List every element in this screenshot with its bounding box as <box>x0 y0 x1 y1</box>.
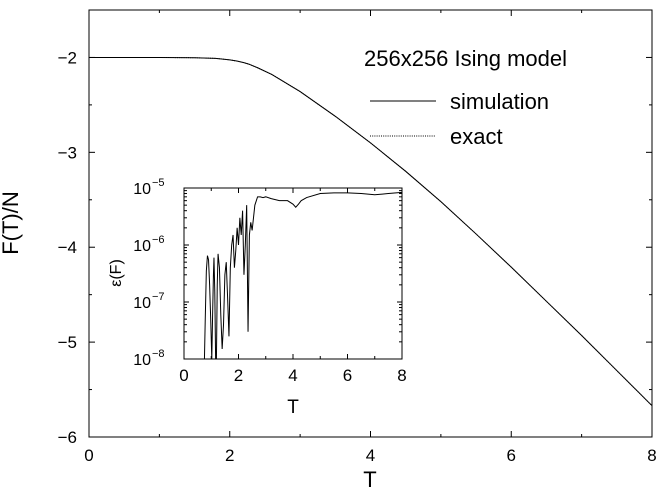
main-x-tick-label: 4 <box>366 446 375 465</box>
main-chart: 0 2 4 6 8 −2 −3 −4 −5 −6 T F(T)/N 256x256 Ising … <box>0 9 657 491</box>
inset-x-ticks: 0 2 4 6 8 <box>179 188 407 385</box>
inset-x-tick-label: 2 <box>234 366 243 385</box>
main-x-axis-label: T <box>363 467 376 491</box>
legend-title: 256x256 Ising model <box>364 46 567 71</box>
inset-background <box>184 188 402 359</box>
inset-y-tick-label: 10 <box>133 238 151 255</box>
inset-y-tick-exponent: −7 <box>152 291 165 303</box>
main-x-tick-label: 8 <box>647 446 656 465</box>
inset-x-tick-label: 8 <box>397 366 406 385</box>
inset-y-tick-exponent: −5 <box>152 177 165 189</box>
main-y-tick-label: −3 <box>58 143 77 162</box>
inset-y-tick-exponent: −8 <box>152 348 165 360</box>
main-y-tick-label: −6 <box>58 428 77 447</box>
inset-y-tick-label: 10 <box>133 295 151 312</box>
legend: 256x256 Ising model simulation exact <box>364 46 567 149</box>
legend-label-exact: exact <box>450 124 503 149</box>
main-series-simulation-line <box>89 56 653 407</box>
inset-y-ticks: 10−510−610−710−8 <box>133 177 402 369</box>
inset-series <box>203 191 403 360</box>
main-y-ticks: −2 −3 −4 −5 −6 <box>58 48 652 447</box>
inset-x-tick-label: 4 <box>288 366 297 385</box>
main-x-tick-label: 2 <box>225 446 234 465</box>
main-y-axis-label: F(T)/N <box>0 191 23 255</box>
main-y-tick-label: −2 <box>58 48 77 67</box>
main-y-tick-label: −5 <box>58 333 77 352</box>
inset-y-tick-label: 10 <box>133 352 151 369</box>
inset-y-tick-exponent: −6 <box>152 234 165 246</box>
inset-series-error-line <box>203 191 403 360</box>
inset-x-axis-label: T <box>287 397 299 418</box>
legend-label-simulation: simulation <box>450 89 549 114</box>
main-series <box>89 56 653 407</box>
main-x-tick-label: 0 <box>84 446 93 465</box>
inset-x-tick-label: 6 <box>343 366 352 385</box>
inset-y-tick-label: 10 <box>133 181 151 198</box>
inset-y-axis-label: ε(F) <box>108 259 125 287</box>
main-x-ticks: 0 2 4 6 8 <box>84 10 657 465</box>
main-y-tick-label: −4 <box>58 238 77 257</box>
inset-x-tick-label: 0 <box>179 366 188 385</box>
main-x-tick-label: 6 <box>507 446 516 465</box>
